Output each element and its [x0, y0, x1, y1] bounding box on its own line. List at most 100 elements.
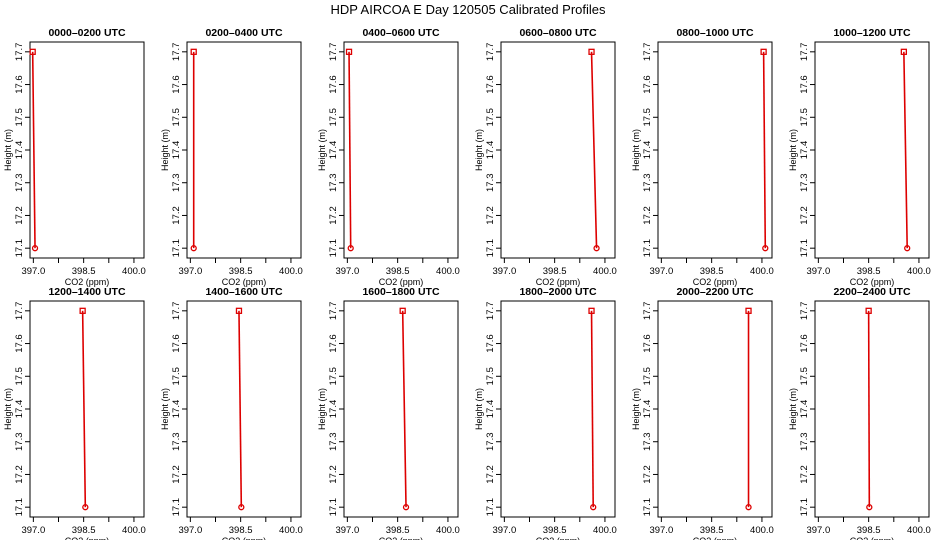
x-tick-label: 398.5 — [386, 525, 410, 536]
panel-title: 2000–2200 UTC — [676, 286, 753, 298]
data-point-marker — [190, 245, 197, 252]
data-point-marker — [588, 48, 595, 55]
panel-3: 0600–0800 UTC 397.0 398.5 400.0 17.1 17.2 17.3… — [474, 27, 617, 287]
data-point-marker — [190, 48, 197, 55]
y-tick-label: 17.2 — [799, 465, 810, 484]
y-tick-label: 17.4 — [14, 141, 25, 160]
panel-4: 0800–1000 UTC 397.0 398.5 400.0 17.1 17.2 17.3… — [631, 27, 774, 287]
y-axis-label: Height (m) — [631, 388, 641, 430]
y-tick-label: 17.4 — [642, 400, 653, 419]
panel-title: 0200–0400 UTC — [205, 27, 282, 39]
data-point-marker — [900, 48, 908, 55]
x-tick-label: 398.5 — [543, 266, 567, 277]
panel-0: 0000–0200 UTC 397.0 398.5 400.0 17.1 17.2 17.3… — [3, 27, 146, 287]
data-point-marker — [745, 307, 752, 314]
y-tick-label: 17.3 — [328, 173, 339, 192]
x-axis-label: CO2 (ppm) — [850, 277, 895, 287]
y-tick-label: 17.5 — [328, 108, 339, 127]
y-tick-label: 17.6 — [14, 334, 25, 353]
y-tick-label: 17.5 — [642, 108, 653, 127]
x-tick-label: 400.0 — [750, 525, 774, 536]
panel-title: 0600–0800 UTC — [519, 27, 596, 39]
y-tick-label: 17.5 — [14, 367, 25, 386]
x-tick-label: 400.0 — [593, 525, 617, 536]
y-tick-label: 17.2 — [642, 465, 653, 484]
y-tick-label: 17.1 — [485, 498, 496, 517]
y-tick-label: 17.3 — [799, 432, 810, 451]
panel-8: 1600–1800 UTC 397.0 398.5 400.0 17.1 17.2 17.3… — [317, 286, 460, 540]
y-tick-label: 17.4 — [171, 141, 182, 160]
x-axis-label: CO2 (ppm) — [222, 536, 267, 540]
y-tick-label: 17.1 — [642, 498, 653, 517]
x-tick-label: 400.0 — [907, 525, 931, 536]
data-point-marker — [588, 307, 595, 314]
figure-title: HDP AIRCOA E Day 120505 Calibrated Profi… — [330, 2, 606, 17]
data-point-marker — [762, 245, 769, 252]
y-axis-label: Height (m) — [474, 129, 484, 171]
x-tick-label: 400.0 — [750, 266, 774, 277]
y-axis-label: Height (m) — [788, 129, 798, 171]
x-axis-label: CO2 (ppm) — [65, 536, 110, 540]
x-tick-label: 397.0 — [649, 525, 673, 536]
y-tick-label: 17.4 — [328, 400, 339, 419]
y-tick-label: 17.2 — [485, 206, 496, 225]
y-tick-label: 17.3 — [171, 173, 182, 192]
y-tick-label: 17.6 — [328, 75, 339, 94]
x-tick-label: 400.0 — [279, 525, 303, 536]
profile-line — [31, 51, 36, 249]
y-tick-label: 17.7 — [14, 43, 25, 62]
profile-line — [867, 310, 871, 508]
y-tick-label: 17.2 — [642, 206, 653, 225]
panel-6: 1200–1400 UTC 397.0 398.5 400.0 17.1 17.2 17.3… — [3, 286, 146, 540]
profile-line — [238, 310, 243, 508]
x-tick-label: 400.0 — [279, 266, 303, 277]
y-tick-label: 17.6 — [171, 334, 182, 353]
x-tick-label: 397.0 — [21, 525, 45, 536]
x-axis-label: CO2 (ppm) — [222, 277, 267, 287]
panel-7: 1400–1600 UTC 397.0 398.5 400.0 17.1 17.2 17.3… — [160, 286, 303, 540]
y-tick-label: 17.5 — [799, 108, 810, 127]
x-tick-label: 398.5 — [857, 525, 881, 536]
y-axis-label: Height (m) — [474, 388, 484, 430]
y-tick-label: 17.7 — [485, 302, 496, 321]
y-tick-label: 17.1 — [328, 239, 339, 258]
y-tick-label: 17.3 — [485, 173, 496, 192]
profile-line — [81, 310, 87, 508]
x-axis-label: CO2 (ppm) — [850, 536, 895, 540]
x-tick-label: 398.5 — [229, 266, 253, 277]
y-tick-label: 17.7 — [171, 43, 182, 62]
y-tick-label: 17.2 — [171, 206, 182, 225]
y-axis-label: Height (m) — [3, 388, 13, 430]
x-tick-label: 397.0 — [806, 266, 830, 277]
x-axis-label: CO2 (ppm) — [693, 536, 738, 540]
panel-title: 0400–0600 UTC — [362, 27, 439, 39]
x-tick-label: 400.0 — [436, 525, 460, 536]
data-point-marker — [82, 504, 89, 511]
y-tick-label: 17.1 — [14, 239, 25, 258]
data-point-marker — [399, 307, 406, 314]
y-tick-label: 17.7 — [799, 43, 810, 62]
y-tick-label: 17.3 — [171, 432, 182, 451]
x-tick-label: 397.0 — [806, 525, 830, 536]
panel-11: 2200–2400 UTC 397.0 398.5 400.0 17.1 17.2 17.3… — [788, 286, 931, 540]
panel-title: 1200–1400 UTC — [48, 286, 125, 298]
panel-2: 0400–0600 UTC 397.0 398.5 400.0 17.1 17.2 17.3… — [317, 27, 460, 287]
panel-title: 1600–1800 UTC — [362, 286, 439, 298]
y-tick-label: 17.3 — [485, 432, 496, 451]
y-tick-label: 17.4 — [485, 400, 496, 419]
data-point-marker — [345, 48, 353, 55]
panel-title: 0800–1000 UTC — [676, 27, 753, 39]
panel-title: 1800–2000 UTC — [519, 286, 596, 298]
panel-1: 0200–0400 UTC 397.0 398.5 400.0 17.1 17.2 17.3… — [160, 27, 303, 287]
y-tick-label: 17.1 — [171, 498, 182, 517]
profile-line — [762, 51, 767, 249]
y-tick-label: 17.5 — [485, 108, 496, 127]
profile-line — [903, 51, 909, 249]
y-tick-label: 17.2 — [14, 206, 25, 225]
y-tick-label: 17.7 — [799, 302, 810, 321]
y-tick-label: 17.1 — [642, 239, 653, 258]
x-tick-label: 397.0 — [492, 266, 516, 277]
y-tick-label: 17.2 — [14, 465, 25, 484]
data-point-marker — [760, 48, 767, 55]
